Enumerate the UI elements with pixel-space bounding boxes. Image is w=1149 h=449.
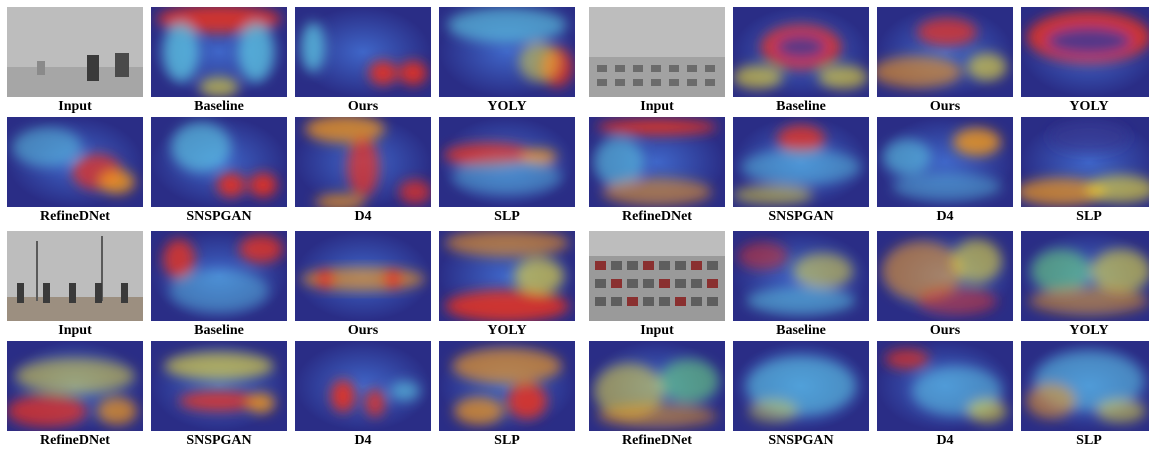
method-label: Ours xyxy=(929,99,961,114)
d4-heatmap xyxy=(295,341,431,431)
snspgan-heatmap xyxy=(733,117,869,207)
bottom-left-snspgan-cell: SNSPGAN xyxy=(151,341,287,448)
yoly-heatmap xyxy=(1021,231,1149,321)
yoly-heatmap xyxy=(439,7,575,97)
slp-heatmap xyxy=(439,341,575,431)
d4-heatmap xyxy=(877,117,1013,207)
ours-heatmap xyxy=(877,231,1013,321)
method-label: RefineDNet xyxy=(40,209,110,224)
method-label: Input xyxy=(640,323,674,338)
bottom-left-slp-cell: SLP xyxy=(439,341,575,448)
slp-heatmap xyxy=(1021,117,1149,207)
method-label: YOLY xyxy=(1069,99,1109,114)
method-label: Input xyxy=(640,99,674,114)
bottom-left-ours-cell: Ours xyxy=(295,231,431,338)
method-label: D4 xyxy=(936,433,954,448)
method-label: SNSPGAN xyxy=(768,209,834,224)
bottom-right-input-cell: Input xyxy=(589,231,725,338)
refinednet-heatmap xyxy=(7,117,143,207)
method-label: RefineDNet xyxy=(622,209,692,224)
baseline-heatmap xyxy=(733,7,869,97)
top-left-yoly-cell: YOLY xyxy=(439,7,575,114)
method-label: D4 xyxy=(354,433,372,448)
snspgan-heatmap xyxy=(733,341,869,431)
bottom-right-d4-cell: D4 xyxy=(877,341,1013,448)
method-label: YOLY xyxy=(487,323,527,338)
method-label: Baseline xyxy=(194,323,244,338)
method-label: D4 xyxy=(354,209,372,224)
top-right-ours-cell: Ours xyxy=(877,7,1013,114)
input-photo xyxy=(589,7,725,97)
bottom-right-slp-cell: SLP xyxy=(1021,341,1149,448)
d4-heatmap xyxy=(295,117,431,207)
input-photo xyxy=(7,7,143,97)
method-label: SNSPGAN xyxy=(186,433,252,448)
bottom-right-baseline-cell: Baseline xyxy=(733,231,869,338)
ours-heatmap xyxy=(295,231,431,321)
method-label: SLP xyxy=(494,433,520,448)
method-label: SNSPGAN xyxy=(768,433,834,448)
top-left-ours-cell: Ours xyxy=(295,7,431,114)
bottom-left-refinednet-cell: RefineDNet xyxy=(7,341,143,448)
method-label: Baseline xyxy=(194,99,244,114)
ours-heatmap xyxy=(877,7,1013,97)
method-label: RefineDNet xyxy=(622,433,692,448)
bottom-right-yoly-cell: YOLY xyxy=(1021,231,1149,338)
input-photo xyxy=(7,231,143,321)
refinednet-heatmap xyxy=(589,341,725,431)
slp-heatmap xyxy=(439,117,575,207)
top-right-snspgan-cell: SNSPGAN xyxy=(733,117,869,224)
top-left-refinednet-cell: RefineDNet xyxy=(7,117,143,224)
d4-heatmap xyxy=(877,341,1013,431)
baseline-heatmap xyxy=(151,231,287,321)
method-label: SLP xyxy=(1076,209,1102,224)
method-label: Ours xyxy=(347,99,379,114)
bottom-left-input-cell: Input xyxy=(7,231,143,338)
yoly-heatmap xyxy=(1021,7,1149,97)
top-right-d4-cell: D4 xyxy=(877,117,1013,224)
snspgan-heatmap xyxy=(151,117,287,207)
bottom-right-refinednet-cell: RefineDNet xyxy=(589,341,725,448)
top-right-refinednet-cell: RefineDNet xyxy=(589,117,725,224)
bottom-left-yoly-cell: YOLY xyxy=(439,231,575,338)
snspgan-heatmap xyxy=(151,341,287,431)
top-left-input-cell: Input xyxy=(7,7,143,114)
yoly-heatmap xyxy=(439,231,575,321)
method-label: SLP xyxy=(1076,433,1102,448)
bottom-left-d4-cell: D4 xyxy=(295,341,431,448)
top-right-input-cell: Input xyxy=(589,7,725,114)
top-right-baseline-cell: Baseline xyxy=(733,7,869,114)
method-label: D4 xyxy=(936,209,954,224)
input-photo xyxy=(589,231,725,321)
method-label: Input xyxy=(58,99,92,114)
ours-heatmap xyxy=(295,7,431,97)
method-label: Input xyxy=(58,323,92,338)
slp-heatmap xyxy=(1021,341,1149,431)
method-label: SLP xyxy=(494,209,520,224)
method-label: RefineDNet xyxy=(40,433,110,448)
refinednet-heatmap xyxy=(589,117,725,207)
baseline-heatmap xyxy=(151,7,287,97)
refinednet-heatmap xyxy=(7,341,143,431)
top-left-d4-cell: D4 xyxy=(295,117,431,224)
method-label: SNSPGAN xyxy=(186,209,252,224)
method-label: Baseline xyxy=(776,323,826,338)
method-label: YOLY xyxy=(487,99,527,114)
method-label: Baseline xyxy=(776,99,826,114)
bottom-right-snspgan-cell: SNSPGAN xyxy=(733,341,869,448)
method-label: Ours xyxy=(347,323,379,338)
method-label: YOLY xyxy=(1069,323,1109,338)
baseline-heatmap xyxy=(733,231,869,321)
top-right-slp-cell: SLP xyxy=(1021,117,1149,224)
top-left-snspgan-cell: SNSPGAN xyxy=(151,117,287,224)
method-label: Ours xyxy=(929,323,961,338)
bottom-left-baseline-cell: Baseline xyxy=(151,231,287,338)
top-right-yoly-cell: YOLY xyxy=(1021,7,1149,114)
bottom-right-ours-cell: Ours xyxy=(877,231,1013,338)
top-left-baseline-cell: Baseline xyxy=(151,7,287,114)
top-left-slp-cell: SLP xyxy=(439,117,575,224)
